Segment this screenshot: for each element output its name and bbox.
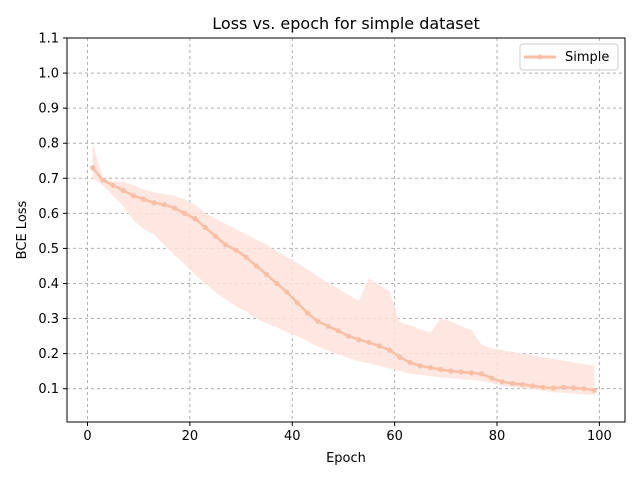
y-tick-label: 0.7 xyxy=(38,172,59,187)
data-point xyxy=(581,386,587,392)
data-point xyxy=(448,368,454,374)
data-point xyxy=(591,387,597,394)
y-tick-label: 0.4 xyxy=(38,277,59,292)
data-point xyxy=(120,187,126,194)
data-point xyxy=(233,247,239,253)
data-point xyxy=(284,289,290,295)
data-point xyxy=(520,381,526,388)
data-point xyxy=(294,300,300,306)
y-tick-label: 0.1 xyxy=(38,382,59,397)
data-point xyxy=(540,384,546,390)
y-axis-ticks: 0.1 0.2 0.3 0.4 0.5 0.6 0.7 0.8 0.9 1.0 1.1 xyxy=(38,32,67,397)
x-axis-label: Epoch xyxy=(326,451,366,466)
legend-box xyxy=(519,43,619,71)
y-tick-label: 0.2 xyxy=(38,347,59,362)
data-point xyxy=(171,205,178,211)
x-tick-label: 60 xyxy=(386,429,403,444)
data-point xyxy=(499,379,505,385)
data-point xyxy=(151,200,157,206)
data-point xyxy=(571,385,577,391)
data-point xyxy=(223,242,229,248)
x-tick-label: 40 xyxy=(284,429,301,444)
data-point xyxy=(202,224,208,230)
confidence-band-layer xyxy=(92,143,595,395)
data-point xyxy=(243,254,249,260)
data-point xyxy=(479,371,485,377)
data-point xyxy=(417,363,423,369)
data-point xyxy=(386,347,393,353)
y-tick-label: 0.6 xyxy=(38,207,59,222)
data-point xyxy=(509,380,515,387)
plot-frame xyxy=(66,37,626,423)
data-point xyxy=(489,375,495,381)
data-point xyxy=(468,370,475,376)
x-tick-label: 100 xyxy=(587,429,612,444)
legend: Simple xyxy=(519,43,619,71)
y-tick-label: 1.0 xyxy=(38,67,59,82)
x-tick-label: 20 xyxy=(182,429,199,444)
legend-label: Simple xyxy=(565,50,609,65)
data-point xyxy=(550,385,556,391)
data-point xyxy=(407,359,413,365)
data-point xyxy=(458,369,464,375)
data-point xyxy=(89,165,96,171)
data-point xyxy=(325,323,331,329)
data-point xyxy=(335,328,341,334)
data-point xyxy=(253,263,260,269)
data-point xyxy=(315,318,321,324)
data-point xyxy=(110,182,116,188)
x-tick-label: 0 xyxy=(83,429,91,444)
data-point xyxy=(274,280,280,287)
chart-title: Loss vs. epoch for simple dataset xyxy=(212,14,479,33)
data-point xyxy=(161,201,167,208)
x-tick-label: 80 xyxy=(489,429,506,444)
data-point xyxy=(130,193,137,199)
data-point xyxy=(192,216,198,222)
data-point xyxy=(182,210,188,216)
data-point xyxy=(345,333,352,339)
data-point xyxy=(427,365,434,371)
data-point xyxy=(530,383,536,389)
x-axis-ticks: 0 20 40 60 80 100 xyxy=(83,422,612,444)
data-point xyxy=(141,196,147,202)
y-tick-label: 1.1 xyxy=(38,32,59,47)
data-point xyxy=(356,336,362,343)
data-point xyxy=(560,384,567,390)
data-point xyxy=(366,339,372,345)
data-point xyxy=(100,177,106,183)
data-point xyxy=(305,310,311,316)
data-point xyxy=(264,272,270,278)
y-tick-label: 0.5 xyxy=(38,242,59,257)
y-axis-label: BCE Loss xyxy=(15,200,30,259)
y-tick-label: 0.8 xyxy=(38,137,59,152)
data-point xyxy=(397,354,403,360)
data-point xyxy=(212,233,219,239)
y-tick-label: 0.3 xyxy=(38,312,59,327)
y-tick-label: 0.9 xyxy=(38,102,59,117)
series-confidence-band xyxy=(92,143,595,395)
legend-marker xyxy=(537,54,543,60)
series-points-layer xyxy=(89,165,597,394)
data-point xyxy=(438,366,444,372)
data-point xyxy=(376,343,382,349)
